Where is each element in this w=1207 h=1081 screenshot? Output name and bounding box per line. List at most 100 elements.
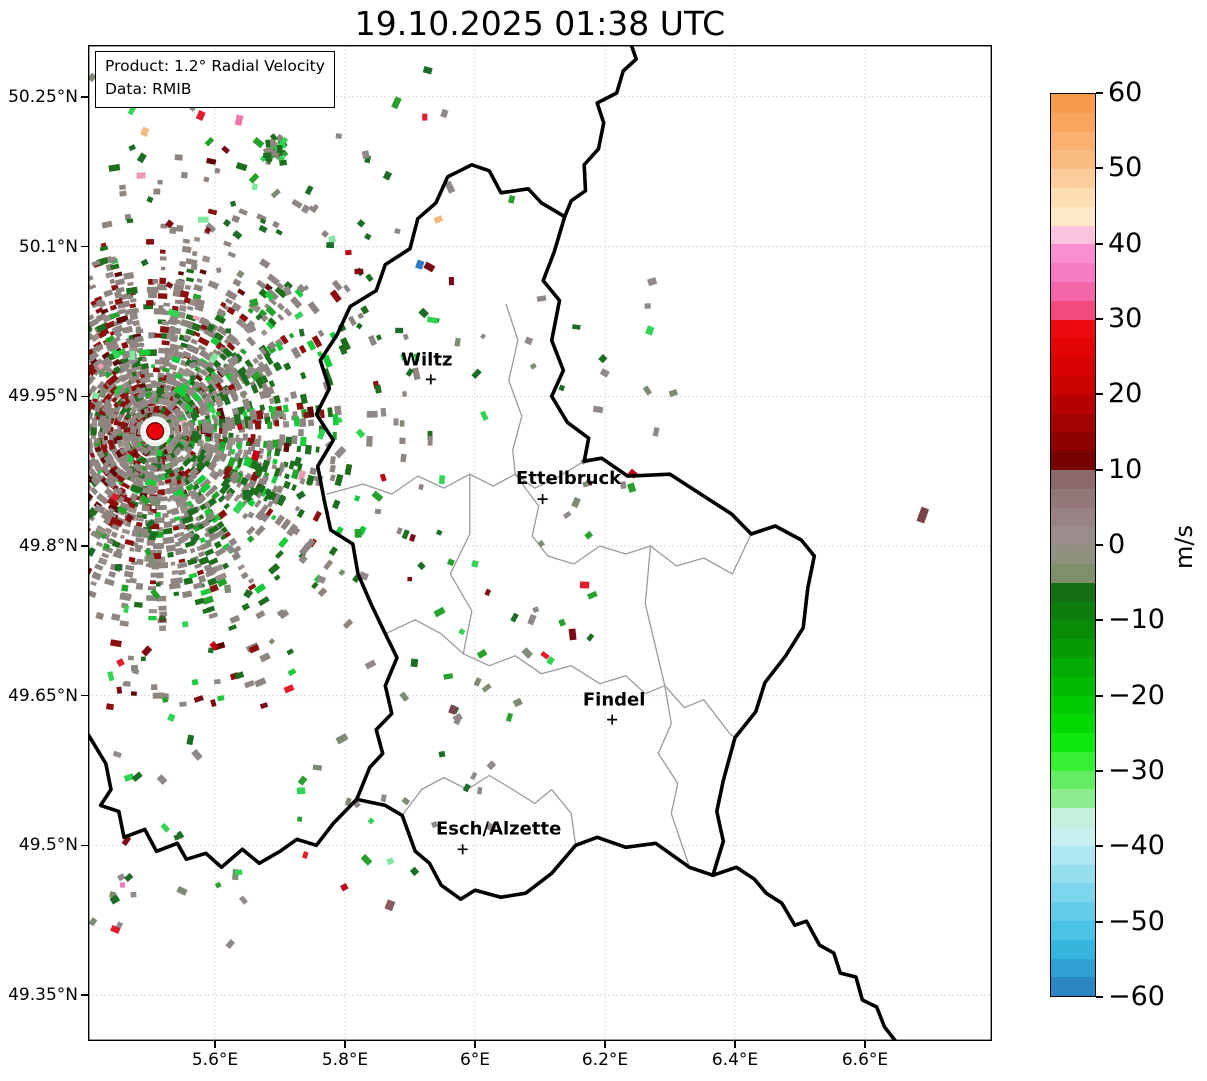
y-tick-label: 49.5°N [18,835,78,856]
map-plot-area: Wiltz Ettelbruck Findel Esch/Alzette Produc… [88,45,992,1041]
x-tick-label: 6.4°E [711,1050,759,1070]
colorbar-segment [1051,357,1095,376]
radar-echoes [88,66,930,950]
country-borders [88,45,898,1041]
colorbar-segment [1051,620,1095,640]
colorbar-segment [1051,300,1095,320]
colorbar-tick-label: −20 [1108,679,1165,711]
colorbar-tick-mark [1096,845,1103,848]
x-tick-mark [734,1041,736,1048]
x-tick-mark [864,1041,866,1048]
colorbar-segment [1051,394,1095,414]
colorbar-segment [1051,657,1095,677]
colorbar-segment [1051,676,1095,696]
colorbar-segment [1051,770,1095,790]
colorbar-segment [1051,939,1095,959]
colorbar-tick-label: −50 [1108,905,1165,937]
colorbar-segment [1051,451,1095,470]
city-wiltz: Wiltz [401,349,452,385]
colorbar-tick-mark [1096,619,1103,622]
figure-title: 19.10.2025 01:38 UTC [354,4,726,43]
colorbar-segment [1051,488,1095,508]
x-tick-mark [214,1041,216,1048]
colorbar-segment [1051,413,1095,433]
x-tick-mark [474,1041,476,1048]
x-tick-label: 6.6°E [841,1050,889,1070]
colorbar-segment [1051,921,1095,940]
city-label: Findel [583,690,646,711]
city-ettelbruck: Ettelbruck [516,468,622,505]
colorbar-segment [1051,864,1095,884]
colorbar-segment [1051,225,1095,245]
x-tick-mark [344,1041,346,1048]
colorbar-tick-label: 0 [1108,529,1126,560]
colorbar-segment [1051,263,1095,282]
y-tick-label: 50.25°N [8,86,78,107]
colorbar-segment [1051,150,1095,170]
colorbar-segment [1051,281,1095,301]
colorbar-tick-label: 10 [1108,453,1143,485]
colorbar-segment [1051,526,1095,546]
y-tick-label: 49.35°N [8,985,78,1005]
x-tick-label: 6.2°E [581,1050,629,1070]
colorbar-segment [1051,469,1095,489]
y-tick-mark [81,994,88,996]
colorbar-segment [1051,789,1095,809]
y-tick-mark [81,545,88,547]
colorbar-segment [1051,563,1095,583]
colorbar-segment [1051,206,1095,226]
annotation-product-line: Product: 1.2° Radial Velocity [105,57,325,75]
colorbar-segment [1051,751,1095,771]
colorbar-segment [1051,432,1095,452]
colorbar-segment [1051,883,1095,903]
colorbar-segment [1051,507,1095,527]
colorbar-segment [1051,94,1095,113]
colorbar-tick-mark [1096,242,1103,245]
city-label: Ettelbruck [516,468,622,489]
colorbar-segment [1051,131,1095,151]
colorbar-segment [1051,639,1095,658]
plot-frame [88,45,992,1041]
colorbar-tick-label: 40 [1108,227,1143,259]
colorbar-tick-label: 50 [1108,152,1143,184]
colorbar-unit-label: m/s [1170,525,1198,569]
internal-borders [326,303,752,868]
x-tick-label: 5.8°E [321,1050,369,1070]
colorbar-segment [1051,169,1095,188]
colorbar-segment [1051,977,1095,997]
colorbar-tick-mark [1096,167,1103,170]
y-tick-mark [81,96,88,98]
colorbar-segment [1051,808,1095,828]
colorbar-tick-label: −10 [1108,604,1165,636]
y-tick-mark [81,395,88,397]
colorbar [1050,93,1096,997]
colorbar-tick-mark [1096,996,1103,998]
colorbar-tick-label: 30 [1108,303,1143,334]
colorbar-tick-label: −30 [1108,755,1165,786]
colorbar-segment [1051,827,1095,846]
city-label: Esch/Alzette [436,818,561,839]
y-tick-label: 49.65°N [8,685,78,706]
colorbar-tick-mark [1096,544,1103,546]
y-tick-mark [81,245,88,248]
colorbar-segment [1051,845,1095,865]
city-esch-alzette: Esch/Alzette [436,818,561,855]
colorbar-segment [1051,375,1095,395]
y-tick-mark [81,694,88,697]
y-tick-mark [81,844,88,847]
colorbar-segment [1051,244,1095,264]
colorbar-segment [1051,582,1095,602]
colorbar-tick-mark [1096,92,1103,94]
x-tick-label: 6°E [459,1050,491,1070]
colorbar-tick-label: 20 [1108,378,1143,410]
colorbar-segment [1051,902,1095,922]
colorbar-tick-mark [1096,770,1103,772]
x-tick-label: 5.6°E [191,1050,239,1070]
colorbar-segment [1051,714,1095,734]
colorbar-segment [1051,601,1095,621]
colorbar-segment [1051,695,1095,715]
colorbar-tick-label: 60 [1108,77,1143,108]
colorbar-tick-label: −40 [1108,830,1165,862]
city-label: Wiltz [401,349,452,370]
